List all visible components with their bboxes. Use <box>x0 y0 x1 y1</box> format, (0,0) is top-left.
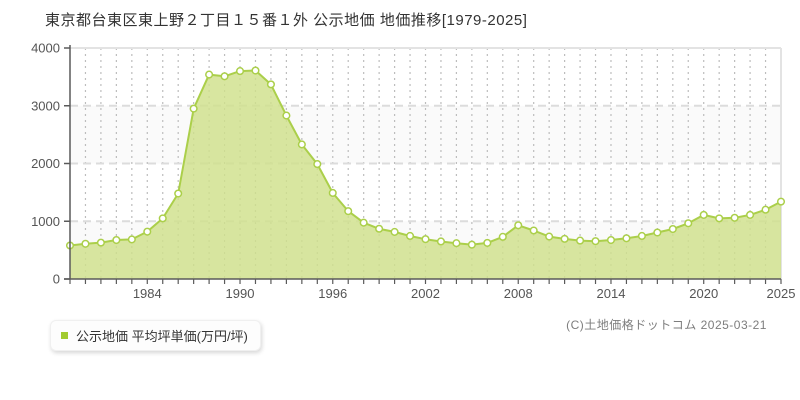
page-title: 東京都台東区東上野２丁目１５番１外 公示地価 地価推移[1979-2025] <box>45 12 528 29</box>
legend-label: 公示地価 平均坪単価(万円/坪) <box>76 329 248 344</box>
svg-text:2002: 2002 <box>411 286 440 301</box>
land-price-area-chart: 0 1000 2000 3000 4000 1984 1990 1996 2002 2008 201… <box>31 41 796 302</box>
svg-text:4000: 4000 <box>31 41 60 56</box>
legend: 公示地価 平均坪単価(万円/坪) <box>50 320 261 351</box>
svg-text:2025: 2025 <box>767 286 796 301</box>
svg-text:1996: 1996 <box>318 286 347 301</box>
svg-text:2000: 2000 <box>31 156 60 171</box>
svg-text:2008: 2008 <box>504 286 533 301</box>
legend-marker-icon <box>61 332 68 339</box>
svg-text:3000: 3000 <box>31 98 60 113</box>
svg-text:0: 0 <box>53 272 60 287</box>
svg-text:1990: 1990 <box>226 286 255 301</box>
svg-text:2020: 2020 <box>689 286 718 301</box>
svg-text:2014: 2014 <box>597 286 626 301</box>
svg-text:1000: 1000 <box>31 214 60 229</box>
copyright-text: (C)土地価格ドットコム 2025-03-21 <box>566 318 767 332</box>
svg-text:1984: 1984 <box>133 286 162 301</box>
